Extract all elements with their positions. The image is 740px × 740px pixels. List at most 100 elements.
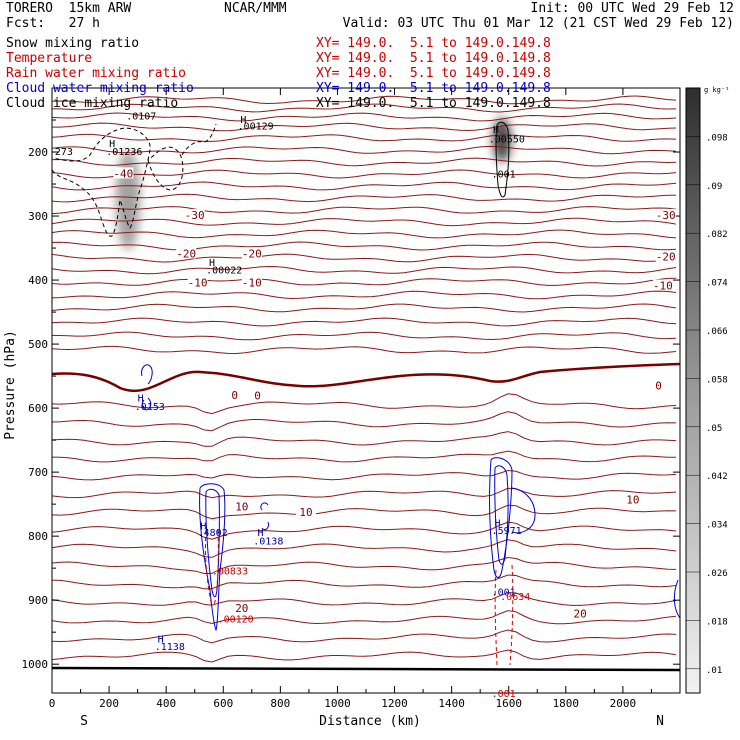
y-axis-label: Pressure (hPa) <box>3 330 18 440</box>
temperature-isotherm <box>51 206 677 215</box>
colorbar-tick-label: .098 <box>706 133 728 143</box>
temperature-isotherm <box>51 193 677 203</box>
temperature-isotherm <box>51 103 677 113</box>
temperature-isotherm <box>51 241 677 251</box>
snow-contours <box>51 121 510 237</box>
field-name-rain: Rain water mixing ratio <box>6 66 187 81</box>
colorbar-tick-label: .018 <box>706 617 728 627</box>
field-name-temperature: Temperature <box>6 51 93 66</box>
temperature-label: -40 <box>113 167 133 180</box>
max-annotation: H <box>493 125 499 136</box>
colorbar-tick-label: .05 <box>706 424 722 434</box>
temperature-isotherm <box>51 345 677 355</box>
max-annotation: .001 <box>492 588 516 599</box>
max-annotation: H <box>494 519 500 530</box>
field-xy-rain: XY= 149.0. 5.1 to 149.0.149.8 <box>316 66 551 81</box>
colorbar-fill <box>685 87 701 694</box>
temperature-isotherm <box>51 431 677 447</box>
valid-time: Valid: 03 UTC Thu 01 Mar 12 (21 CST Wed … <box>342 16 734 31</box>
temperature-label: 0 <box>655 379 662 392</box>
max-annotation: H <box>158 634 164 645</box>
x-axis-label: Distance (km) <box>319 714 421 729</box>
center-name: NCAR/MMM <box>224 1 287 16</box>
max-annotation: H <box>109 139 115 150</box>
temperature-label: -10 <box>242 276 262 289</box>
x-tick-label: 1400 <box>438 697 465 710</box>
temperature-label-bg <box>655 209 676 221</box>
plot-frame: 0 200 400 600 800 1000 1200 1400 1600 1800 2000200… <box>22 87 681 710</box>
rain-contour <box>494 564 514 666</box>
temperature-isotherm <box>51 450 676 463</box>
max-annotation: H <box>209 258 215 269</box>
temperature-isotherm <box>51 556 677 575</box>
temperature-isotherm <box>51 157 677 167</box>
temperature-contours <box>51 95 677 663</box>
y-tick-label: 1000 <box>22 658 49 671</box>
cloud-water-contour <box>489 457 513 578</box>
colorbar-tick-label: .034 <box>706 521 728 531</box>
cloud-water-contour <box>199 483 226 632</box>
temperature-label-bg <box>187 276 208 288</box>
temperature-label: 10 <box>626 493 639 506</box>
max-annotation: .0634 <box>500 592 530 603</box>
x-tick-label: 1200 <box>381 697 408 710</box>
cloud-water-contours <box>141 364 681 632</box>
temperature-isotherm <box>51 303 677 313</box>
temperature-isotherm <box>51 574 677 590</box>
max-annotation: .00022 <box>206 266 242 277</box>
rain-contour <box>204 529 219 607</box>
model-name: TORERO 15km ARW <box>6 1 132 16</box>
y-tick-label: 400 <box>28 274 48 287</box>
x-tick-label: 1000 <box>324 697 351 710</box>
temperature-isotherm <box>51 95 677 105</box>
temperature-isotherm <box>51 133 677 142</box>
snow-shade-mark <box>493 118 511 162</box>
snow-contour <box>147 146 184 191</box>
temperature-label-bg <box>570 607 591 619</box>
temperature-isotherm <box>51 265 677 275</box>
temperature-labels: -40 -30 -30 -20 -20 -20 -10 -10 -10 0 0 0 10 10 10 20 20 <box>113 167 676 620</box>
max-annotation: .00550 <box>489 134 525 145</box>
temperature-isotherm <box>51 539 677 558</box>
field-name-cloud-water: Cloud water mixing ratio <box>6 81 194 96</box>
colorbar-tick-label: .074 <box>706 279 728 289</box>
temperature-label: 20 <box>235 602 248 615</box>
temperature-label: -20 <box>242 247 262 260</box>
y-tick-label: 600 <box>28 402 48 415</box>
field-xy-temperature: XY= 149.0. 5.1 to 149.0.149.8 <box>316 51 551 66</box>
y-tick-label: 200 <box>28 146 48 159</box>
temperature-label: -10 <box>188 276 208 289</box>
cloud-water-contour <box>141 364 153 411</box>
temperature-isotherm <box>51 487 677 499</box>
temperature-label-bg <box>184 209 205 221</box>
temperature-label: 0 <box>231 389 238 402</box>
temperature-isotherm <box>51 145 677 155</box>
colorbar-tick-label: .01 <box>706 666 722 676</box>
temperature-label-bg <box>231 500 252 512</box>
colorbar-tick-label: .042 <box>706 472 728 482</box>
temperature-isotherm <box>51 469 677 481</box>
temperature-label: -20 <box>176 247 196 260</box>
cloud-water-contour <box>511 487 536 534</box>
max-annotation: H <box>200 522 206 533</box>
y-tick-label: 300 <box>28 210 48 223</box>
surface-line <box>51 666 681 672</box>
colorbar-tick-label: .082 <box>706 230 728 240</box>
x-tick-label: 1800 <box>553 697 580 710</box>
max-annotation: .001 <box>492 689 516 700</box>
max-annotation: .4802 <box>198 528 228 539</box>
y-tick-label: 700 <box>28 466 48 479</box>
temperature-label-bg <box>176 247 197 259</box>
colorbar-tick-label: .066 <box>706 327 728 337</box>
x-tick-label: 800 <box>270 697 290 710</box>
temperature-isotherm <box>51 277 677 286</box>
colorbar-tick-label: .09 <box>706 182 722 192</box>
x-tick-label: 1600 <box>495 697 522 710</box>
snow-contour <box>181 123 217 156</box>
temperature-label: 10 <box>235 500 248 513</box>
cloud-water-contour <box>494 465 509 565</box>
temperature-label-bg <box>231 602 252 614</box>
temperature-isotherm <box>51 393 677 415</box>
